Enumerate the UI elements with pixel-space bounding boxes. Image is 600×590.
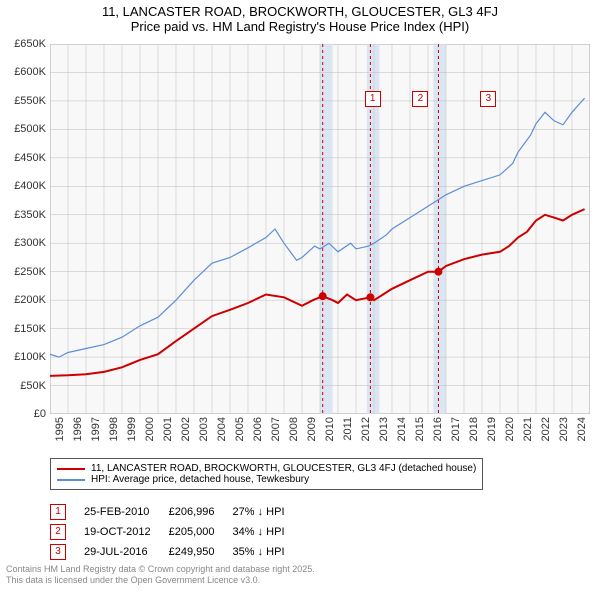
title-line-1: 11, LANCASTER ROAD, BROCKWORTH, GLOUCEST…	[0, 0, 600, 19]
x-tick-label: 2007	[270, 417, 282, 441]
y-tick-label: £300K	[14, 237, 46, 249]
x-tick-label: 2008	[288, 417, 300, 441]
chart-container: 11, LANCASTER ROAD, BROCKWORTH, GLOUCEST…	[0, 0, 600, 590]
y-tick-label: £50K	[20, 380, 46, 392]
event-marker-small: 3	[50, 544, 66, 560]
x-tick-label: 2021	[522, 417, 534, 441]
events-table: 1 25-FEB-2010£206,99627% ↓ HPI 2 19-OCT-201…	[50, 502, 303, 562]
y-tick-label: £250K	[14, 266, 46, 278]
legend-row: 11, LANCASTER ROAD, BROCKWORTH, GLOUCEST…	[57, 463, 476, 474]
legend-swatch	[57, 479, 85, 481]
event-marker-small: 1	[50, 504, 66, 520]
legend-label: 11, LANCASTER ROAD, BROCKWORTH, GLOUCEST…	[91, 463, 476, 474]
x-tick-label: 2011	[342, 417, 354, 441]
x-tick-label: 2012	[360, 417, 372, 441]
x-tick-label: 2001	[162, 417, 174, 441]
event-delta: 35% ↓ HPI	[233, 542, 303, 562]
x-tick-label: 1995	[54, 417, 66, 441]
legend-label: HPI: Average price, detached house, Tewk…	[91, 474, 309, 485]
x-tick-label: 2020	[504, 417, 516, 441]
y-tick-label: £500K	[14, 123, 46, 135]
event-price: £205,000	[169, 522, 233, 542]
x-axis-labels: 1995 1996 1997 1998 1999 2000 2001 2002 2003 2004…	[50, 417, 590, 457]
y-tick-label: £150K	[14, 323, 46, 335]
y-tick-label: £600K	[14, 66, 46, 78]
title-line-2: Price paid vs. HM Land Registry's House …	[0, 19, 600, 34]
footer-line-2: This data is licensed under the Open Gov…	[6, 575, 315, 586]
x-tick-label: 2004	[216, 417, 228, 441]
x-tick-label: 2017	[450, 417, 462, 441]
y-tick-label: £550K	[14, 95, 46, 107]
plot-area: 123	[50, 44, 590, 414]
x-tick-label: 2003	[198, 417, 210, 441]
event-delta: 27% ↓ HPI	[233, 502, 303, 522]
legend-row: HPI: Average price, detached house, Tewk…	[57, 474, 476, 485]
x-tick-label: 2010	[324, 417, 336, 441]
x-tick-label: 2006	[252, 417, 264, 441]
event-price: £206,996	[169, 502, 233, 522]
x-tick-label: 2002	[180, 417, 192, 441]
footer-line-1: Contains HM Land Registry data © Crown c…	[6, 564, 315, 575]
x-tick-label: 1996	[72, 417, 84, 441]
event-date: 19-OCT-2012	[84, 522, 169, 542]
y-tick-label: £650K	[14, 38, 46, 50]
plot-svg	[50, 44, 590, 414]
x-tick-label: 2024	[576, 417, 588, 441]
y-tick-label: £0	[34, 408, 46, 420]
x-tick-label: 2023	[558, 417, 570, 441]
event-date: 25-FEB-2010	[84, 502, 169, 522]
x-tick-label: 1998	[108, 417, 120, 441]
x-tick-label: 2000	[144, 417, 156, 441]
event-delta: 34% ↓ HPI	[233, 522, 303, 542]
event-marker-small: 2	[50, 524, 66, 540]
legend-box: 11, LANCASTER ROAD, BROCKWORTH, GLOUCEST…	[50, 458, 483, 490]
x-tick-label: 2022	[540, 417, 552, 441]
footer: Contains HM Land Registry data © Crown c…	[6, 564, 315, 586]
y-tick-label: £200K	[14, 294, 46, 306]
y-tick-label: £350K	[14, 209, 46, 221]
y-tick-label: £450K	[14, 152, 46, 164]
legend-swatch	[57, 468, 85, 470]
x-tick-label: 2009	[306, 417, 318, 441]
x-tick-label: 2005	[234, 417, 246, 441]
y-tick-label: £400K	[14, 180, 46, 192]
event-date: 29-JUL-2016	[84, 542, 169, 562]
x-tick-label: 2018	[468, 417, 480, 441]
x-tick-label: 1999	[126, 417, 138, 441]
y-axis-labels: £0£50K£100K£150K£200K£250K£300K£350K£400…	[0, 44, 48, 414]
y-tick-label: £100K	[14, 351, 46, 363]
x-tick-label: 1997	[90, 417, 102, 441]
x-tick-label: 2014	[396, 417, 408, 441]
legend: 11, LANCASTER ROAD, BROCKWORTH, GLOUCEST…	[50, 458, 590, 490]
x-tick-label: 2016	[432, 417, 444, 441]
event-row: 1 25-FEB-2010£206,99627% ↓ HPI	[50, 502, 303, 522]
x-tick-label: 2013	[378, 417, 390, 441]
x-tick-label: 2019	[486, 417, 498, 441]
x-tick-label: 2015	[414, 417, 426, 441]
event-row: 2 19-OCT-2012£205,00034% ↓ HPI	[50, 522, 303, 542]
event-price: £249,950	[169, 542, 233, 562]
event-row: 3 29-JUL-2016£249,95035% ↓ HPI	[50, 542, 303, 562]
